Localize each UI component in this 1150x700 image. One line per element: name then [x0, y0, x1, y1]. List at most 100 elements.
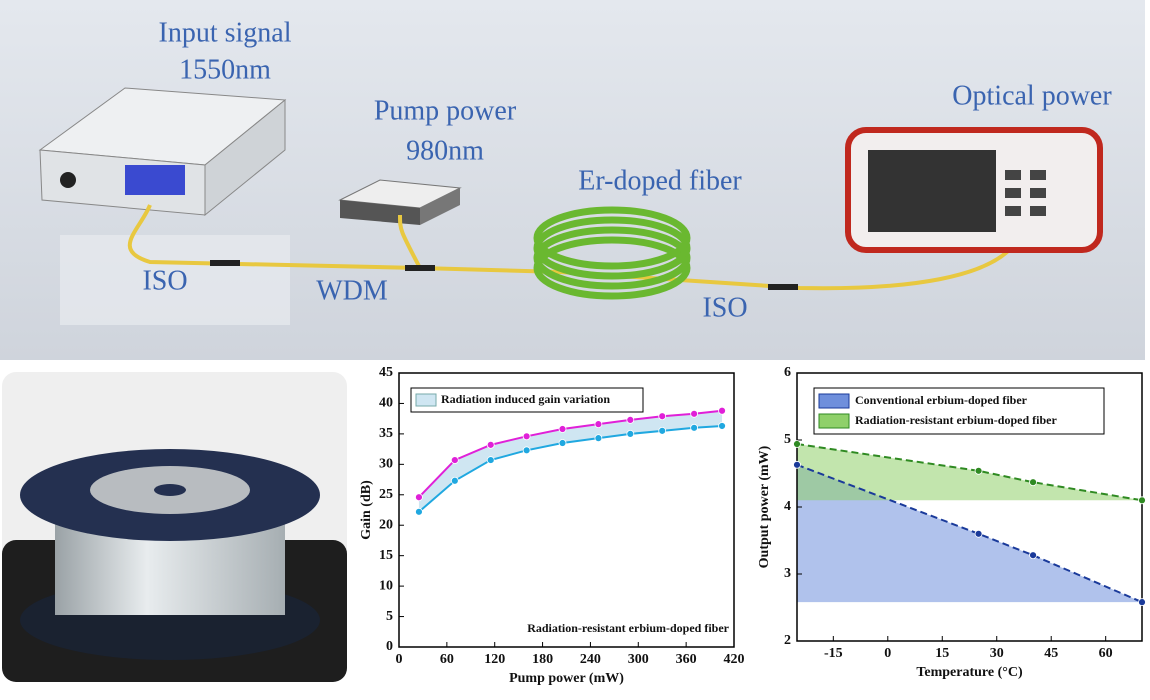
- y-tick-label: 0: [386, 639, 393, 654]
- x-tick-label: 240: [580, 652, 601, 667]
- legend-label: Radiation induced gain variation: [441, 392, 610, 406]
- point: [626, 429, 635, 438]
- chart: 0 60 120 180 240 300 360 420 0 5 10 15 20 25 30 35 40 45 P…: [352, 365, 747, 695]
- point: [718, 422, 726, 430]
- y-tick-label: 45: [379, 365, 393, 380]
- wdm-component: [405, 265, 435, 271]
- point: [658, 412, 667, 421]
- point: [793, 460, 801, 469]
- legend-swatch: [415, 393, 437, 407]
- legend-box: [410, 387, 644, 413]
- point: [522, 446, 531, 455]
- fiber-coil: [533, 206, 691, 300]
- point: [594, 420, 603, 429]
- point: [690, 409, 699, 418]
- x-tick-label: 360: [676, 652, 697, 667]
- diagram-label: Optical power: [952, 80, 1112, 111]
- series-line: [418, 424, 723, 513]
- point: [450, 476, 459, 485]
- x-tick-label: 0: [884, 646, 891, 661]
- x-axis-label: Temperature (°C): [916, 665, 1023, 680]
- y-tick-label: 6: [784, 365, 791, 380]
- y-tick-label: 25: [379, 487, 393, 502]
- point: [594, 434, 603, 443]
- point: [415, 493, 423, 502]
- y-tick-label: 35: [379, 426, 393, 441]
- pump-side: [420, 188, 460, 225]
- point: [486, 456, 495, 464]
- point: [974, 529, 983, 538]
- y-tick-label: 5: [784, 432, 791, 447]
- iso-component: [768, 284, 798, 290]
- point: [1138, 496, 1146, 505]
- x-tick-label: 60: [1099, 646, 1113, 661]
- x-tick-label: 120: [484, 652, 505, 667]
- point: [1029, 551, 1037, 560]
- diagram-label: WDM: [316, 275, 388, 306]
- series-line: [796, 443, 1143, 502]
- series-line: [796, 463, 1143, 604]
- x-tick-label: -15: [824, 646, 843, 661]
- y-tick-label: 4: [784, 499, 791, 514]
- x-tick-label: 45: [1044, 646, 1058, 661]
- x-tick-label: 60: [440, 652, 454, 667]
- gain-band: [418, 410, 723, 512]
- diagram-label: ISO: [142, 265, 187, 296]
- legend-swatch: [818, 393, 850, 409]
- meter-buttons: [1005, 170, 1046, 216]
- x-tick-label: 420: [724, 652, 745, 667]
- setup-diagram: Input signal 1550nm Pump power 980nm Er-…: [0, 0, 1145, 360]
- source-side: [204, 98, 286, 217]
- y-axis-label: Output power (mW): [757, 445, 772, 568]
- y-tick-label: 3: [784, 566, 791, 581]
- diagram-label: 980nm: [406, 135, 484, 166]
- legend-label: Conventional erbium-doped fiber: [855, 393, 1028, 407]
- x-tick-label: 30: [990, 646, 1004, 661]
- point: [974, 466, 983, 475]
- x-axis-label: Pump power (mW): [509, 671, 624, 686]
- plot-frame: [398, 372, 735, 648]
- point: [1029, 478, 1037, 487]
- y-tick-label: 20: [379, 517, 393, 532]
- y-axis-label: Gain (dB): [359, 480, 374, 540]
- point: [626, 415, 635, 424]
- diagram-label: Er-doped fiber: [578, 165, 742, 196]
- point: [522, 432, 531, 441]
- diagram-label: Pump power: [374, 95, 517, 126]
- diagram-label: Input signal: [159, 17, 292, 48]
- x-tick-label: 15: [935, 646, 949, 661]
- y-tick-label: 2: [784, 633, 791, 648]
- series-line: [418, 409, 723, 498]
- legend-label: Radiation-resistant erbium-doped fiber: [855, 413, 1057, 427]
- y-tick-label: 5: [386, 609, 393, 624]
- point: [558, 439, 567, 447]
- point: [486, 440, 495, 449]
- fiber-photo: [2, 372, 347, 682]
- point: [690, 423, 699, 432]
- iso-component: [210, 260, 240, 266]
- diagram-label: 1550nm: [179, 54, 271, 85]
- area-fill: [797, 444, 1142, 501]
- point: [450, 456, 459, 464]
- y-tick-label: 40: [379, 396, 393, 411]
- x-tick-label: 300: [628, 652, 649, 667]
- point: [415, 507, 423, 516]
- point: [793, 440, 801, 448]
- point: [1138, 598, 1146, 607]
- spool-center: [154, 484, 186, 496]
- x-tick-label: 0: [396, 652, 403, 667]
- point: [718, 406, 726, 415]
- legend-swatch: [818, 413, 850, 429]
- reflection: [60, 235, 290, 325]
- legend-box: [813, 387, 1105, 435]
- diagram-label: ISO: [702, 292, 747, 323]
- point: [558, 425, 567, 433]
- y-tick-label: 30: [379, 457, 393, 472]
- annotation: Radiation-resistant erbium-doped fiber: [527, 621, 729, 635]
- meter-screen: [868, 150, 996, 232]
- source-screen: [125, 165, 185, 195]
- source-knob: [60, 172, 76, 188]
- x-tick-label: 180: [532, 652, 553, 667]
